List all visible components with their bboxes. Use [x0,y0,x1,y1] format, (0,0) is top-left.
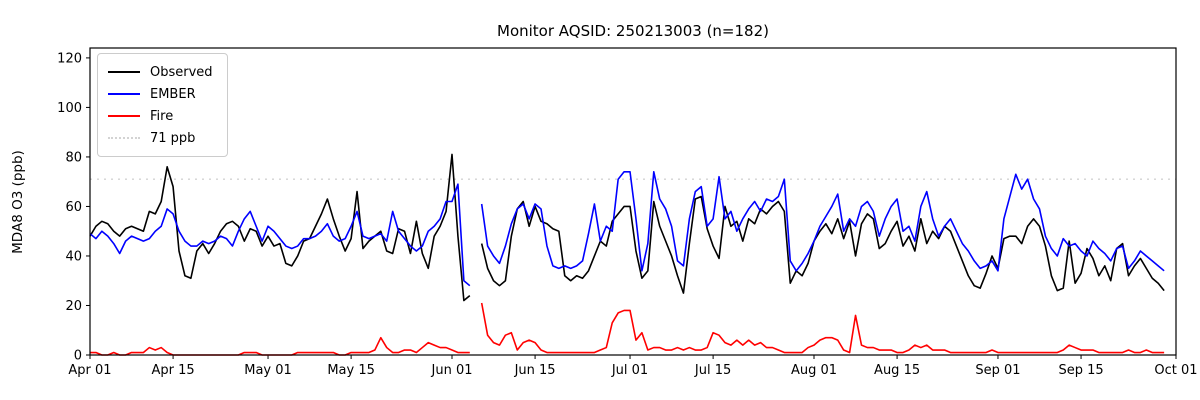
legend-line-sample [108,71,140,73]
x-tick-label: Sep 15 [1058,363,1103,378]
legend-item-label: Fire [150,108,174,124]
legend-line-sample [108,115,140,117]
x-tick-label: Aug 15 [874,363,920,378]
x-tick-label: Aug 01 [791,363,837,378]
axes-spines [89,47,1177,356]
x-tick-label: Jul 01 [611,363,648,378]
x-tick-label: Apr 15 [151,363,194,378]
y-tick-label: 20 [65,299,82,314]
fire-line [90,302,1165,356]
legend-item-fire[interactable]: Fire [108,105,213,127]
chart-title: Monitor AQSID: 250213003 (n=182) [497,22,769,40]
y-tick-label: 100 [57,101,82,116]
x-tick-label: Jul 15 [694,363,731,378]
x-tick-label: Jun 01 [431,363,473,378]
legend-item-ember[interactable]: EMBER [108,83,213,105]
legend-item-71-ppb[interactable]: 71 ppb [108,127,213,149]
ember-line [89,170,1165,287]
y-tick-label: 40 [65,249,82,264]
legend-item-label: Observed [150,64,213,80]
legend-line-sample [108,93,140,95]
legend-line-sample [108,137,140,139]
x-tick-label: Sep 01 [975,363,1020,378]
x-tick-label: May 15 [327,363,375,378]
observed-line [89,153,1165,302]
y-tick-label: 120 [57,51,82,66]
x-tick-label: May 01 [244,363,292,378]
legend: Observed EMBER Fire 71 ppb [97,53,228,157]
legend-item-observed[interactable]: Observed [108,61,213,83]
y-tick-label: 80 [65,150,82,165]
y-axis-label: MDA8 O3 (ppb) [10,150,26,254]
legend-item-label: EMBER [150,86,196,102]
y-tick-label: 60 [65,200,82,215]
x-tick-label: Jun 15 [514,363,556,378]
legend-item-label: 71 ppb [150,130,196,146]
y-tick-label: 0 [74,349,82,364]
x-tick-label: Apr 01 [68,363,111,378]
x-tick-label: Oct 01 [1154,363,1197,378]
